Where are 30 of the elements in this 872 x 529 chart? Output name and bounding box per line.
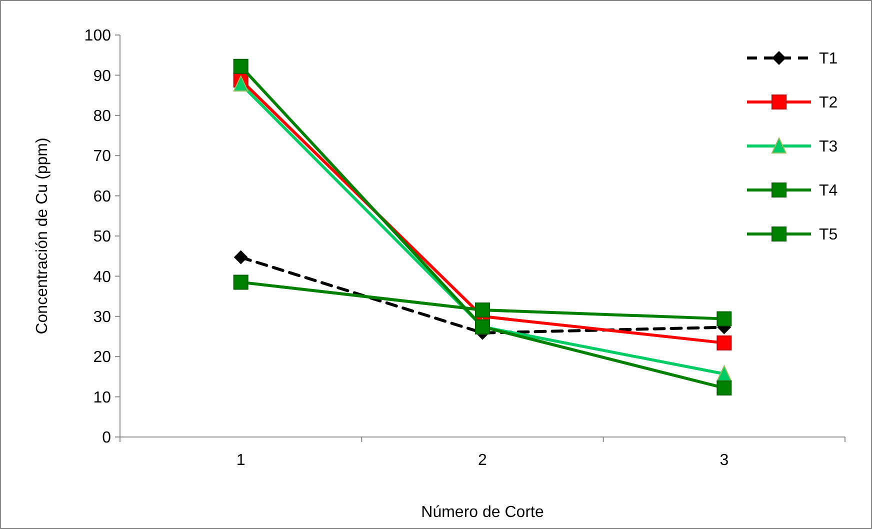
- x-tick-label: 1: [236, 452, 246, 469]
- x-tick-label: 2: [478, 452, 488, 469]
- point: [233, 274, 248, 290]
- y-tick-label: 0: [102, 430, 112, 447]
- point: [716, 380, 732, 396]
- y-tick-label: 70: [93, 148, 112, 166]
- legend-label: T5: [819, 226, 838, 244]
- y-tick-label: 60: [93, 188, 112, 206]
- y-tick-label: 90: [93, 68, 112, 85]
- y-tick-label: 20: [93, 349, 112, 366]
- legend-label: T3: [819, 138, 838, 156]
- y-tick-label: 100: [84, 28, 112, 45]
- point: [233, 58, 248, 74]
- point: [716, 365, 732, 382]
- point: [475, 302, 490, 318]
- y-tick-label: 40: [93, 268, 112, 286]
- point: [234, 250, 248, 264]
- y-tick-label: 10: [93, 389, 112, 406]
- legend-label: T4: [819, 182, 838, 200]
- y-tick-label: 80: [93, 108, 112, 125]
- point: [716, 311, 732, 326]
- y-tick-label: 50: [93, 228, 112, 246]
- legend-label: T2: [819, 94, 838, 112]
- y-axis-title: Concentración de Cu (ppm): [34, 138, 51, 334]
- point: [233, 76, 248, 92]
- x-axis-title: Número de Corte: [421, 504, 544, 521]
- y-tick-label: 30: [93, 309, 112, 326]
- legend-label: T1: [819, 50, 838, 68]
- x-tick-label: 3: [720, 452, 729, 469]
- point: [716, 335, 732, 350]
